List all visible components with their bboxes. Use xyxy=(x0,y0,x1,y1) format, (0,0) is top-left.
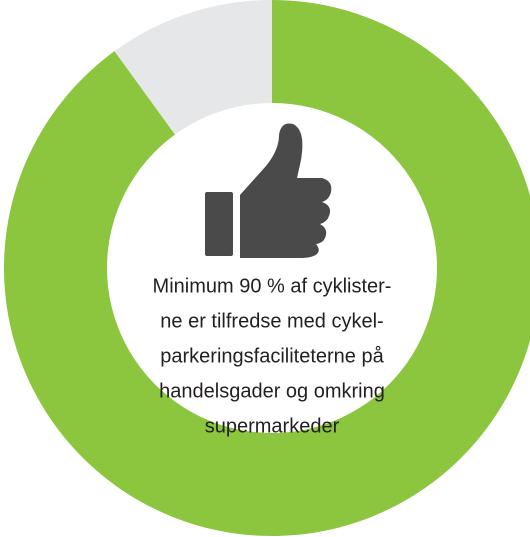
icon-hand xyxy=(240,123,332,259)
slice xyxy=(4,0,530,536)
center-text-line: ne er tilfredse med cykel- xyxy=(160,310,383,332)
icon-cuff xyxy=(205,192,233,256)
slice xyxy=(114,0,273,135)
donut xyxy=(4,0,530,536)
center-text-line: Minimum 90 % af cyklister- xyxy=(153,275,392,297)
center-text-line: supermarkeder xyxy=(205,415,340,437)
center-text-line: handelsgader og omkring xyxy=(159,380,385,402)
thumbs-up-icon xyxy=(205,123,332,259)
center-text-line: parkeringsfaciliteterne på xyxy=(160,345,384,367)
center-text: Minimum 90 % af cyklister-ne er tilfreds… xyxy=(153,275,392,437)
